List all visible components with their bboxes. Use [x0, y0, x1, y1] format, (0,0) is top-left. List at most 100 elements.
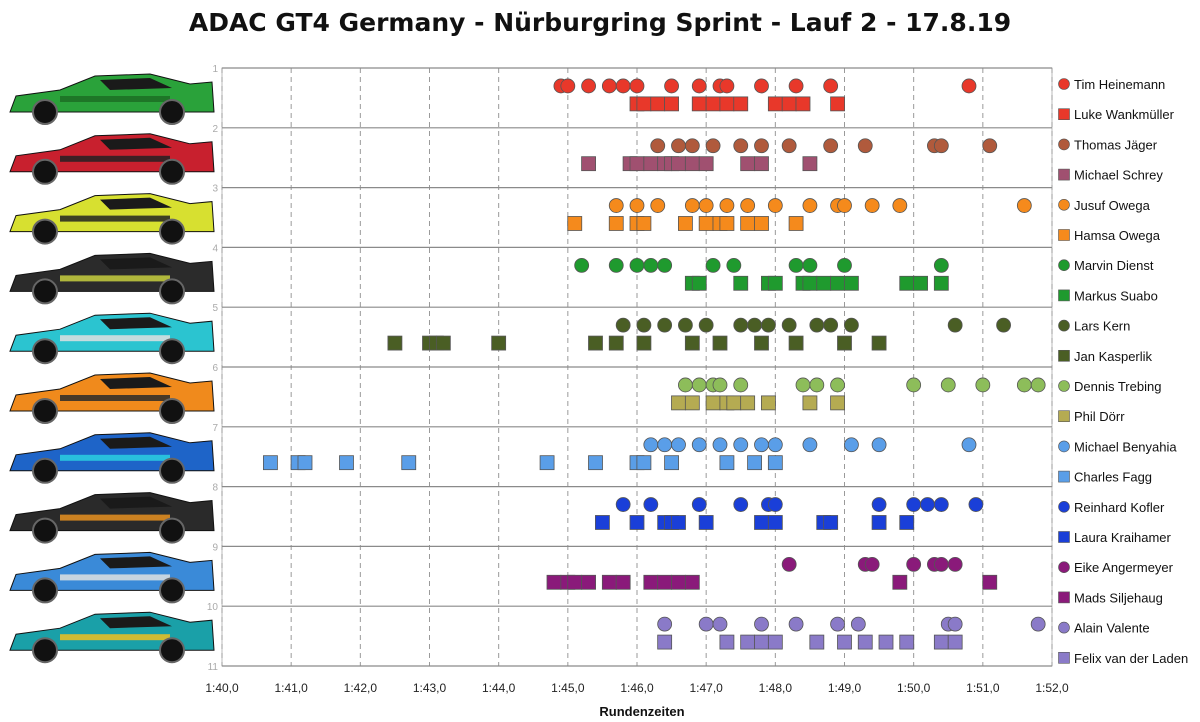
data-point [726, 395, 742, 411]
data-point [733, 497, 749, 512]
car-wheel [32, 577, 58, 604]
data-point [678, 317, 693, 333]
data-point [830, 275, 845, 291]
data-point [754, 216, 769, 231]
data-point [719, 634, 735, 650]
data-point [788, 335, 804, 351]
data-point [671, 515, 686, 530]
data-point [740, 198, 756, 213]
car-wheel [32, 338, 58, 365]
car-wheel [32, 278, 58, 305]
data-point [263, 455, 278, 471]
data-point [788, 216, 804, 231]
data-point [899, 634, 915, 650]
y-tick-label: 7 [212, 423, 218, 434]
x-tick-label: 1:48,0 [759, 681, 793, 695]
legend-marker [1058, 470, 1070, 483]
data-point [740, 395, 756, 411]
data-point [754, 515, 769, 530]
data-point [629, 78, 645, 94]
data-point [961, 437, 977, 453]
y-tick-label: 9 [212, 542, 218, 553]
x-tick-label: 1:42,0 [344, 681, 378, 695]
data-point [837, 335, 852, 351]
data-point [823, 317, 839, 333]
data-point [982, 138, 998, 154]
legend-marker [1058, 651, 1070, 664]
data-point [802, 257, 818, 273]
car-body [9, 133, 215, 173]
y-tick-label: 10 [207, 602, 219, 613]
data-point [698, 198, 714, 213]
data-point [933, 556, 949, 572]
legend-entry: Reinhard Kofler [1074, 500, 1165, 515]
x-tick-label: 1:47,0 [689, 681, 723, 695]
data-point [788, 616, 804, 632]
legend-marker [1058, 440, 1070, 453]
car-window [100, 436, 172, 449]
data-point [788, 78, 804, 94]
data-point [698, 156, 714, 172]
car-wheel [32, 99, 58, 125]
data-point [754, 156, 769, 172]
data-point [906, 497, 922, 512]
legend-entry: Dennis Trebing [1074, 379, 1161, 394]
x-axis-ticks: 1:40,0 1:41,0 1:42,0 1:43,0 1:44,0 1:45,0 1:46… [205, 681, 1069, 695]
data-point [581, 574, 596, 590]
data-point [657, 574, 673, 590]
data-point [906, 377, 922, 393]
data-point [601, 78, 617, 94]
data-point [913, 275, 928, 291]
data-point [747, 317, 762, 333]
legend-marker [1058, 380, 1070, 392]
data-point [629, 257, 645, 273]
data-point [1016, 377, 1032, 393]
data-point [608, 257, 624, 273]
car-wheel [32, 398, 58, 424]
data-point [615, 317, 631, 333]
data-point [705, 96, 721, 112]
data-point [733, 275, 749, 291]
car-window [100, 137, 172, 150]
data-point [767, 497, 783, 512]
data-point [733, 96, 749, 112]
legend-entry: Phil Dörr [1074, 409, 1125, 424]
data-point [961, 78, 977, 94]
car-body [9, 73, 215, 113]
data-point [712, 616, 728, 632]
legend-entry: Marvin Dienst [1074, 258, 1154, 273]
car-wheel [159, 338, 185, 365]
data-point [705, 257, 721, 273]
data-point [643, 156, 659, 172]
data-point [664, 96, 679, 112]
data-point [754, 78, 769, 94]
car-thumbnail [9, 193, 215, 245]
data-point [788, 257, 804, 273]
car-thumbnail [9, 492, 215, 544]
car-thumbnail [9, 312, 215, 365]
data-point [650, 138, 666, 154]
data-point [844, 437, 859, 453]
data-point [947, 616, 963, 632]
data-point [615, 574, 631, 590]
data-point [968, 497, 984, 512]
data-point [740, 156, 756, 172]
data-point [830, 377, 845, 393]
data-point [401, 455, 417, 471]
car-wheel [159, 457, 185, 484]
data-point [1030, 616, 1046, 632]
data-point [567, 574, 583, 590]
data-point [795, 96, 811, 112]
data-point [802, 275, 818, 291]
data-point [643, 257, 659, 273]
data-point [871, 437, 887, 453]
data-point [982, 574, 998, 590]
car-window [100, 317, 172, 330]
data-point [671, 574, 686, 590]
legend-marker [1058, 78, 1070, 90]
data-point [629, 198, 645, 213]
data-point [698, 515, 714, 530]
data-point [940, 377, 956, 393]
data-point [830, 616, 845, 632]
data-point [705, 138, 721, 154]
